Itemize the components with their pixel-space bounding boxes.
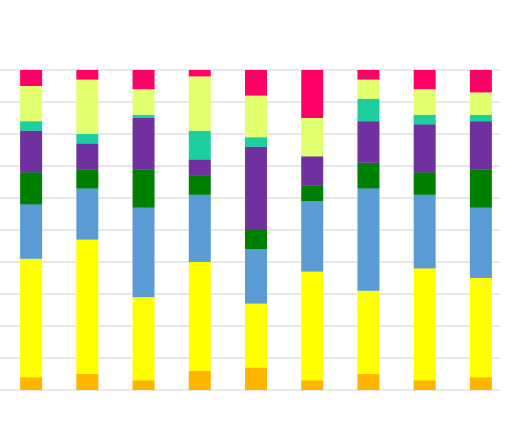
bar-segment bbox=[132, 70, 155, 90]
bar-segment bbox=[245, 303, 267, 368]
bar-segment bbox=[413, 194, 436, 269]
bar-segment bbox=[76, 239, 99, 374]
bar-segment bbox=[357, 98, 380, 122]
bar-segment bbox=[188, 370, 211, 390]
bar-segment bbox=[76, 374, 99, 390]
bar-segment bbox=[76, 134, 99, 144]
bar-segment bbox=[301, 118, 324, 157]
bar-segment bbox=[20, 172, 43, 205]
bar-segment bbox=[76, 188, 99, 240]
bar-segment bbox=[413, 124, 436, 173]
bar-segment bbox=[245, 137, 267, 147]
bar-segment bbox=[357, 188, 380, 291]
bar-segment bbox=[301, 271, 324, 381]
bar-segment bbox=[76, 143, 99, 170]
bar-segment bbox=[357, 79, 380, 99]
bar-segment bbox=[132, 297, 155, 381]
bar-segment bbox=[20, 130, 43, 173]
bar-segment bbox=[469, 121, 492, 170]
bar-segment bbox=[357, 121, 380, 163]
bar-segment bbox=[188, 76, 211, 131]
bar-segment bbox=[188, 130, 211, 160]
bar-segment bbox=[469, 377, 492, 390]
bar-segment bbox=[20, 258, 43, 378]
bar-segment bbox=[245, 367, 267, 390]
bar-segment bbox=[132, 207, 155, 298]
bar-segment bbox=[357, 290, 380, 374]
bar-segment bbox=[188, 70, 211, 77]
bar-segment bbox=[188, 194, 211, 262]
bar-segment bbox=[413, 70, 436, 90]
bar-segment bbox=[357, 70, 380, 80]
bar-segment bbox=[413, 114, 436, 125]
bar-segment bbox=[188, 159, 211, 176]
bar-segment bbox=[469, 278, 492, 378]
bar-segment bbox=[132, 118, 155, 170]
bar-segment bbox=[245, 249, 267, 304]
bar-segment bbox=[469, 207, 492, 278]
bar-segment bbox=[20, 70, 43, 86]
bar-segment bbox=[301, 70, 324, 118]
bar-segment bbox=[469, 70, 492, 93]
bar-segment bbox=[413, 380, 436, 390]
bar-segment bbox=[413, 89, 436, 115]
bar-segment bbox=[413, 268, 436, 381]
bar-segment bbox=[413, 172, 436, 195]
bar-segment bbox=[245, 70, 267, 96]
bar-segment bbox=[132, 169, 155, 208]
bar-segment bbox=[76, 169, 99, 189]
bar-segment bbox=[132, 89, 155, 115]
bar-segment bbox=[20, 204, 43, 259]
bar-segment bbox=[245, 230, 267, 250]
bar-segment bbox=[188, 175, 211, 195]
bar-segment bbox=[132, 380, 155, 390]
bar-segment bbox=[245, 95, 267, 138]
bar-segment bbox=[301, 201, 324, 272]
bar-segment bbox=[76, 70, 99, 80]
bar-segment bbox=[245, 146, 267, 230]
bar-segment bbox=[469, 114, 492, 122]
bar-segment bbox=[20, 377, 43, 390]
bar-segment bbox=[188, 262, 211, 371]
bar-segment bbox=[301, 185, 324, 202]
bar-segment bbox=[20, 121, 43, 131]
bar-segment bbox=[76, 79, 99, 134]
bar-segment bbox=[469, 92, 492, 115]
bar-segment bbox=[357, 162, 380, 189]
bar-segment bbox=[357, 374, 380, 390]
bar-segment bbox=[132, 114, 155, 118]
bar-segment bbox=[20, 86, 43, 122]
bar-segment bbox=[301, 380, 324, 390]
bar-segment bbox=[469, 169, 492, 208]
bar-segment bbox=[301, 156, 324, 186]
